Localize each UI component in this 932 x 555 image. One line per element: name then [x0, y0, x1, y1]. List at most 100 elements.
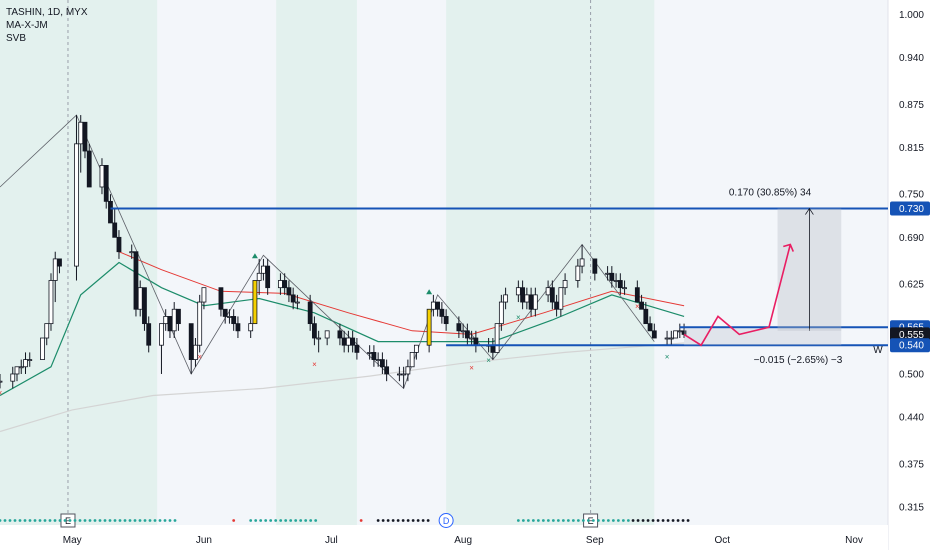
signal-dot [123, 519, 127, 522]
signal-dot [128, 519, 132, 522]
candle-body [435, 301, 441, 310]
signal-marker: × [312, 360, 317, 369]
candle-body [401, 373, 407, 376]
signal-dot [676, 519, 680, 522]
y-tick-label: 0.625 [899, 280, 924, 291]
y-tick-label: 0.375 [899, 459, 924, 470]
candle-body [176, 308, 181, 325]
dividend-marker-circle [438, 513, 454, 528]
signal-dot [264, 519, 268, 522]
signal-dot [636, 519, 640, 522]
candle-body [503, 294, 509, 303]
candle-body [494, 323, 500, 353]
x-tick-label: May [63, 535, 82, 546]
signal-dot [651, 519, 655, 522]
y-tick-label: 0.875 [899, 100, 924, 111]
signal-dot [103, 519, 107, 522]
candle-body [473, 337, 479, 346]
symbol-line[interactable]: TASHIN, 1D, MYX [6, 7, 88, 18]
lower-box [684, 328, 842, 346]
candle-body [252, 280, 258, 325]
signal-dot [38, 519, 42, 522]
signal-dot [108, 519, 112, 522]
candle-body [265, 265, 271, 289]
projected-arrowhead [783, 243, 795, 252]
y-tick-label: 0.940 [899, 53, 924, 64]
candle-body [545, 287, 551, 296]
candle-body [405, 366, 411, 375]
candle-body [52, 258, 58, 281]
signal-dot [576, 519, 580, 522]
candle-body [592, 258, 598, 274]
candle-body [354, 344, 360, 353]
candle-body [647, 323, 653, 332]
price-axis-background [888, 0, 932, 550]
signal-dot [626, 519, 630, 522]
signal-dot [546, 519, 550, 522]
signal-dot [138, 519, 142, 522]
candle-body [371, 351, 377, 360]
earnings-marker-label: E [588, 516, 594, 526]
signal-dot [631, 519, 635, 522]
signal-dot [586, 519, 590, 522]
signal-dot [421, 519, 425, 522]
candle-body [201, 287, 207, 303]
candle-body [129, 251, 135, 254]
signal-dot [381, 519, 385, 522]
candle-body [74, 143, 79, 267]
wave-label: W [873, 345, 883, 356]
signal-dot [63, 519, 67, 522]
signal-dot [591, 519, 595, 522]
candle-body [324, 330, 330, 339]
signal-marker: × [635, 302, 640, 311]
signal-dot [143, 519, 147, 522]
signal-dot [83, 519, 87, 522]
signal-dot [18, 519, 22, 522]
signal-dot [359, 519, 363, 522]
candle-body [23, 359, 28, 368]
projection-arrowhead [805, 207, 814, 215]
signal-dot [376, 519, 380, 522]
signal-dot [526, 519, 530, 522]
candle-body [554, 301, 559, 310]
measure-label-lower: −0.015 (−2.65%) −3 [754, 355, 843, 366]
candle-body [367, 351, 373, 354]
signal-dot [33, 519, 37, 522]
signal-dot [396, 519, 400, 522]
candle-body [528, 294, 534, 310]
y-tick-label: 0.315 [899, 503, 924, 514]
signal-dot [571, 519, 575, 522]
y-tick-label: 0.500 [899, 369, 924, 380]
candle-body [460, 330, 466, 333]
x-tick-label: Jun [196, 535, 212, 546]
signal-marker: × [0, 389, 3, 398]
price-label-box [890, 338, 930, 353]
candle-body [235, 323, 241, 332]
candle-body [439, 308, 445, 317]
signal-dot [661, 519, 665, 522]
candle-body [163, 316, 169, 325]
candle-body [146, 323, 152, 346]
signal-dot [666, 519, 670, 522]
indicator-svb[interactable]: SVB [6, 33, 27, 44]
measure-label-upper: 0.170 (30.85%) 34 [729, 188, 812, 199]
indicator-ma[interactable]: MA-X-JM [6, 20, 48, 31]
candle-body [286, 287, 292, 296]
signal-dot [284, 519, 288, 522]
candle-body [673, 330, 678, 339]
candle-body [261, 265, 266, 274]
candle-body [524, 294, 530, 303]
signal-dot [68, 519, 72, 522]
signal-dot [269, 519, 273, 522]
candle-body [651, 330, 657, 339]
candle-body [409, 351, 415, 368]
x-tick-label: Nov [845, 535, 863, 546]
signal-dot [314, 519, 318, 522]
signal-dot [671, 519, 675, 522]
signal-dot [259, 519, 263, 522]
candle-body [469, 337, 475, 340]
candle-body [197, 301, 203, 346]
signal-dot [78, 519, 82, 522]
candle-body [617, 280, 623, 289]
